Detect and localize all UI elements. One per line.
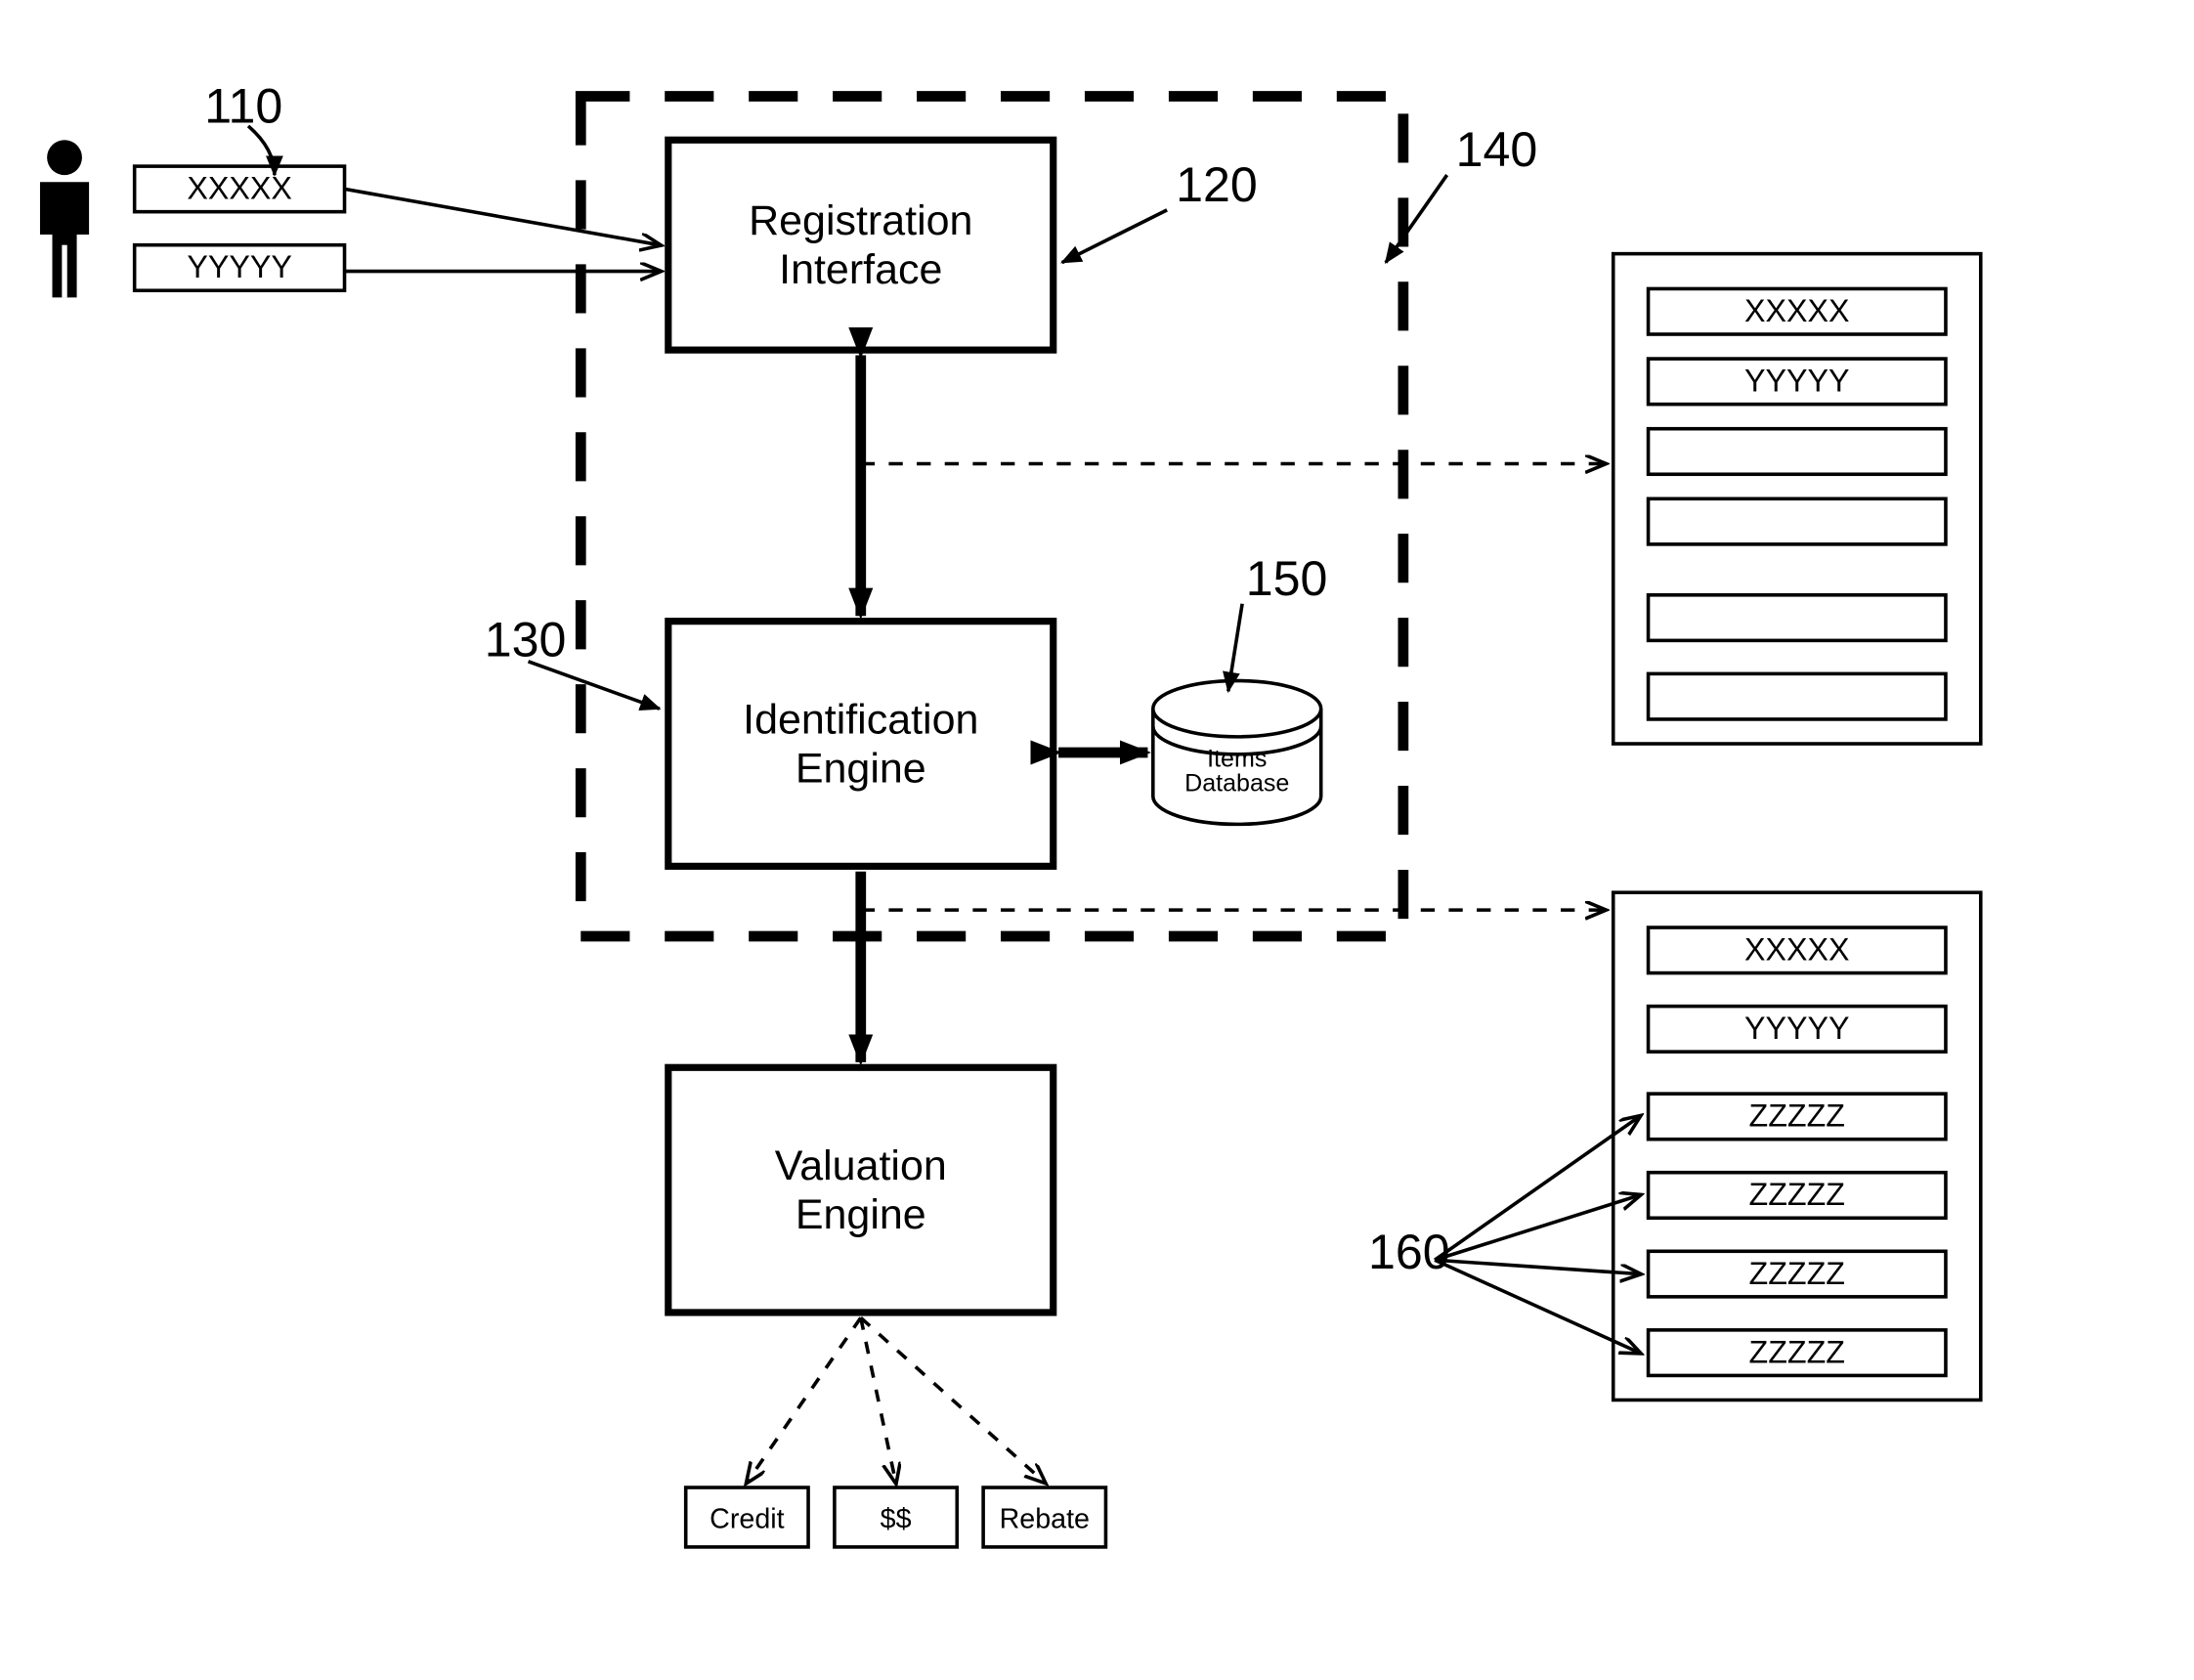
- svg-text:ZZZZZ: ZZZZZ: [1749, 1256, 1845, 1291]
- svg-text:ZZZZZ: ZZZZZ: [1749, 1334, 1845, 1369]
- svg-text:Registration: Registration: [749, 197, 972, 244]
- panel-field: [1649, 673, 1946, 719]
- svg-text:Interface: Interface: [779, 246, 942, 293]
- ref-indicator-arrow: [1386, 175, 1447, 263]
- valuation-output-arrow: [861, 1317, 896, 1482]
- registration-interface-box: [668, 140, 1054, 350]
- svg-text:Identification: Identification: [743, 696, 978, 743]
- svg-text:Credit: Credit: [710, 1503, 784, 1534]
- user-to-registration-arrow: [345, 189, 660, 244]
- svg-text:YYYYY: YYYYY: [1744, 1011, 1849, 1046]
- svg-text:Database: Database: [1184, 769, 1289, 797]
- svg-text:Items: Items: [1207, 745, 1267, 772]
- svg-text:XXXXX: XXXXX: [1744, 293, 1849, 328]
- svg-text:Rebate: Rebate: [1000, 1503, 1090, 1534]
- panel-field: [1649, 595, 1946, 641]
- valuation-output-arrow: [861, 1317, 1045, 1482]
- ref-label-120: 120: [1176, 157, 1258, 212]
- identification-engine-box: [668, 622, 1054, 867]
- panel-field: [1649, 429, 1946, 475]
- svg-text:ZZZZZ: ZZZZZ: [1749, 1098, 1845, 1134]
- ref-160-fanout-arrow: [1435, 1195, 1640, 1260]
- svg-text:XXXXX: XXXXX: [1744, 932, 1849, 968]
- svg-text:Engine: Engine: [796, 745, 926, 792]
- ref-label-130: 130: [485, 612, 567, 667]
- ref-indicator-arrow: [1228, 604, 1242, 692]
- svg-text:ZZZZZ: ZZZZZ: [1749, 1177, 1845, 1212]
- ref-label-160: 160: [1368, 1225, 1450, 1279]
- ref-label-150: 150: [1246, 551, 1328, 606]
- user-icon: [40, 140, 89, 297]
- ref-indicator-arrow: [1062, 210, 1167, 263]
- ref-160-fanout-arrow: [1435, 1260, 1640, 1353]
- valuation-engine-box: [668, 1067, 1054, 1313]
- svg-text:Engine: Engine: [796, 1191, 926, 1238]
- valuation-output-arrow: [747, 1317, 860, 1482]
- svg-text:Valuation: Valuation: [775, 1142, 947, 1189]
- ref-160-fanout-arrow: [1435, 1260, 1640, 1273]
- svg-text:$$: $$: [881, 1503, 912, 1534]
- ref-160-fanout-arrow: [1435, 1116, 1640, 1260]
- svg-text:YYYYY: YYYYY: [1744, 364, 1849, 399]
- panel-field: [1649, 498, 1946, 544]
- ref-label-140: 140: [1456, 122, 1538, 177]
- ref-label-110: 110: [204, 78, 282, 133]
- svg-text:YYYYY: YYYYY: [187, 249, 291, 284]
- ref-indicator-arrow: [529, 662, 660, 709]
- svg-text:XXXXX: XXXXX: [187, 171, 291, 206]
